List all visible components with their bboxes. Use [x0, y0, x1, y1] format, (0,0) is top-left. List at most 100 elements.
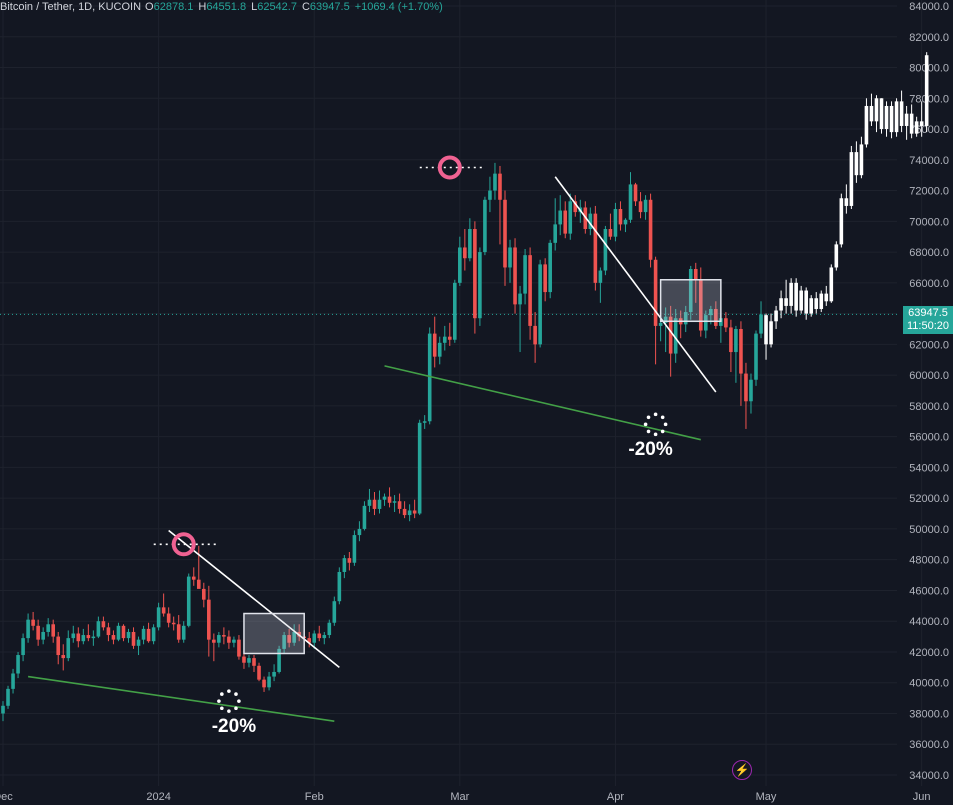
candle-down	[347, 558, 352, 563]
candle-up	[1, 705, 5, 714]
candle-up	[407, 510, 412, 516]
candle-down	[36, 625, 40, 640]
y-tick-label: 68000.0	[909, 247, 949, 259]
candle-up	[488, 190, 492, 200]
candle-down	[317, 633, 322, 639]
dip-dot	[237, 699, 241, 703]
candle-up	[478, 252, 482, 319]
candle-down	[608, 229, 613, 237]
candle-up	[483, 199, 487, 253]
candle-down	[698, 279, 703, 331]
candle-down	[638, 201, 643, 213]
candle-up	[523, 255, 527, 294]
y-tick-label: 56000.0	[909, 432, 949, 444]
projection-candle	[769, 321, 773, 345]
candle-up	[688, 268, 693, 313]
candle-up	[41, 631, 45, 640]
y-tick-label: 34000.0	[909, 770, 949, 782]
peak-circle	[437, 155, 462, 180]
candle-up	[643, 199, 648, 213]
candle-down	[528, 255, 532, 326]
projection-candle	[864, 105, 869, 145]
high-label: H	[198, 1, 207, 13]
candle-up	[91, 636, 96, 639]
high-value: 64551.8	[206, 1, 247, 13]
dip-dot	[653, 412, 658, 417]
candle-up	[96, 621, 101, 637]
dip-dot	[220, 692, 224, 696]
y-tick-label: 78000.0	[909, 93, 949, 105]
projection-candle	[894, 101, 899, 133]
open-value: 62878.1	[153, 1, 194, 13]
low-label: L	[251, 1, 258, 13]
projection-candle	[829, 267, 834, 302]
candle-down	[653, 259, 658, 326]
drop-percent-label: -20%	[212, 716, 256, 737]
projection-candle	[904, 113, 909, 126]
y-tick-label: 72000.0	[909, 186, 949, 198]
candle-up	[81, 635, 86, 642]
dip-dot	[646, 415, 651, 420]
candle-up	[719, 318, 723, 326]
candle-down	[196, 579, 201, 589]
candle-up	[437, 342, 442, 357]
projection-candle	[784, 298, 788, 306]
candle-up	[427, 333, 432, 422]
candle-up	[558, 210, 563, 225]
symbol-title: Bitcoin / Tether, 1D, KUCOIN	[0, 1, 142, 13]
dip-dot	[660, 429, 665, 434]
candle-down	[212, 639, 216, 643]
candle-up	[327, 622, 332, 636]
candle-down	[473, 229, 477, 319]
candle-up	[553, 224, 557, 243]
candle-up	[16, 655, 20, 674]
candle-up	[759, 314, 763, 334]
dip-dot	[643, 422, 648, 427]
drop-percent-label: -20%	[628, 439, 672, 460]
candle-up	[734, 328, 738, 353]
candle-up	[468, 229, 472, 259]
candle-up	[628, 184, 633, 220]
candle-down	[372, 499, 377, 509]
candle-down	[397, 501, 402, 509]
dip-dot	[646, 429, 651, 434]
consolidation-box	[243, 612, 305, 655]
candle-down	[739, 328, 743, 374]
candle-down	[202, 588, 206, 600]
candle-down	[668, 316, 673, 354]
candle-down	[729, 327, 733, 353]
dip-dot	[234, 692, 238, 696]
candle-up	[453, 282, 457, 340]
x-tick-label: Jun	[913, 791, 931, 803]
candle-up	[548, 242, 552, 293]
projection-candle	[854, 152, 859, 176]
close-value: 63947.5	[309, 1, 350, 13]
lightning-icon[interactable]: ⚡	[732, 760, 752, 780]
support-trendline	[27, 675, 335, 722]
projection-candle	[789, 282, 793, 306]
y-tick-label: 38000.0	[909, 708, 949, 720]
y-tick-label: 50000.0	[909, 524, 949, 536]
candle-down	[387, 496, 392, 503]
candle-up	[267, 676, 271, 688]
candle-down	[146, 628, 151, 642]
projection-candle	[884, 105, 889, 130]
x-tick-label: Mar	[450, 791, 469, 803]
candle-up	[21, 638, 25, 656]
candle-down	[51, 624, 55, 637]
y-tick-label: 82000.0	[909, 32, 949, 44]
candle-down	[76, 633, 81, 642]
projection-candle	[834, 244, 839, 268]
candle-down	[252, 658, 256, 666]
y-tick-label: 84000.0	[909, 1, 949, 13]
candle-down	[86, 635, 91, 639]
low-value: 62542.7	[257, 1, 297, 13]
candle-up	[663, 316, 668, 323]
candle-up	[493, 173, 497, 191]
candle-down	[648, 199, 653, 260]
candle-down	[287, 635, 291, 643]
candle-up	[658, 322, 663, 326]
dip-dot	[227, 709, 231, 713]
candle-down	[593, 213, 598, 283]
